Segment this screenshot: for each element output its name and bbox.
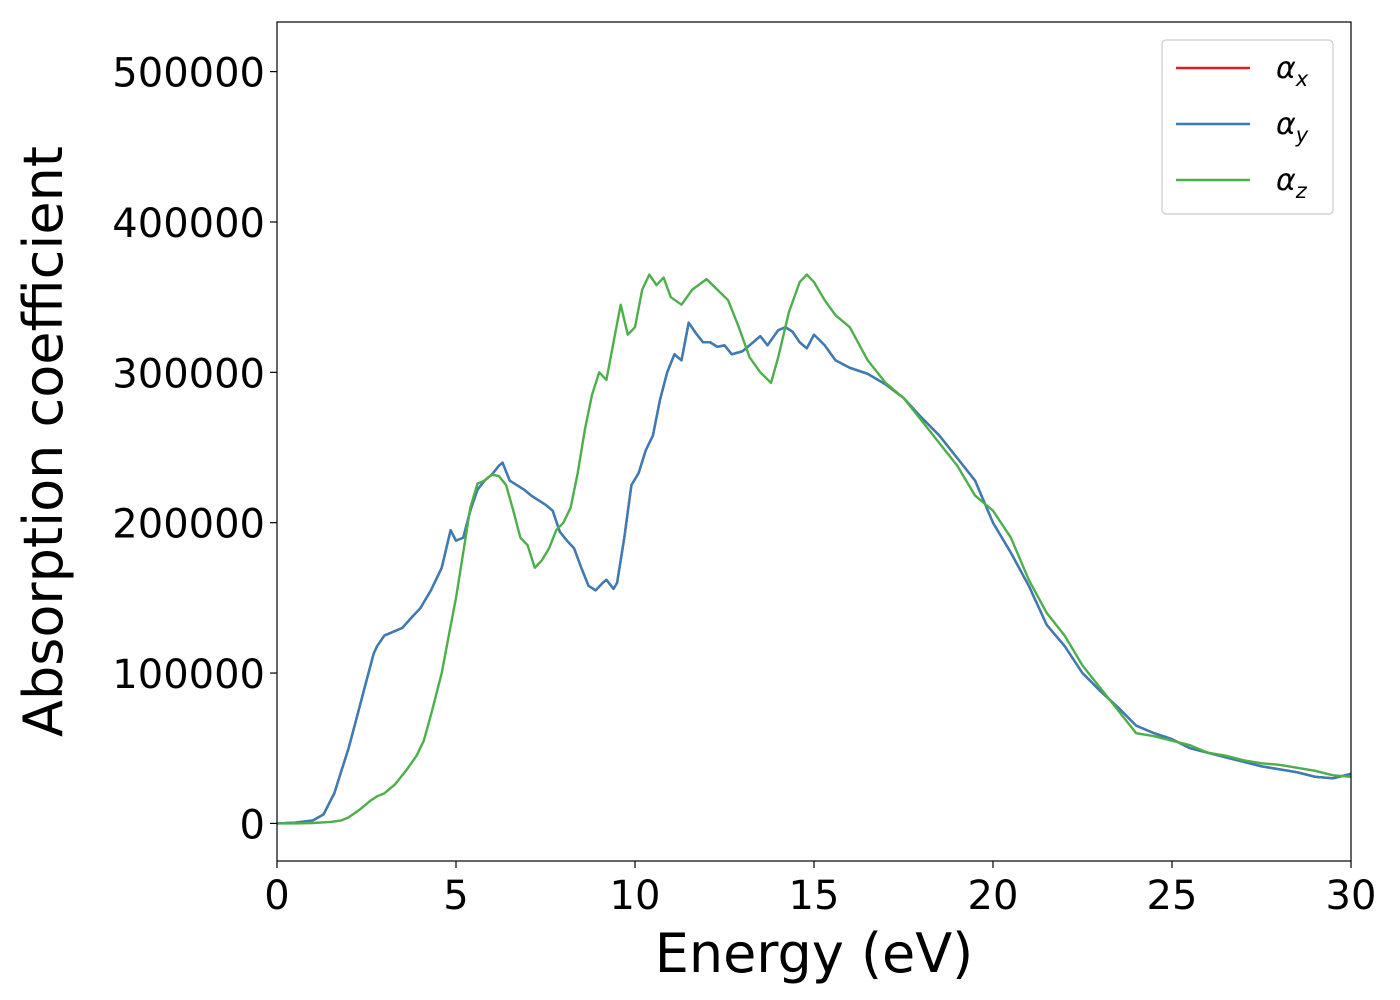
y-tick-label: 500000 bbox=[112, 51, 265, 97]
y-axis-ticks: 0 100000 200000 300000 400000 500000 bbox=[112, 51, 277, 848]
x-tick-label: 5 bbox=[443, 873, 468, 919]
y-tick-label: 200000 bbox=[112, 502, 265, 548]
y-tick-label: 0 bbox=[240, 802, 265, 848]
x-tick-label: 0 bbox=[264, 873, 289, 919]
x-tick-label: 30 bbox=[1326, 873, 1377, 919]
series-line-y bbox=[277, 321, 1351, 825]
x-tick-label: 20 bbox=[968, 873, 1019, 919]
y-tick-label: 400000 bbox=[112, 201, 265, 247]
y-tick-label: 300000 bbox=[112, 351, 265, 397]
legend-box bbox=[1161, 39, 1334, 215]
y-tick-label: 100000 bbox=[112, 652, 265, 698]
series-layer bbox=[277, 273, 1351, 825]
x-tick-label: 25 bbox=[1147, 873, 1198, 919]
x-tick-label: 10 bbox=[610, 873, 661, 919]
x-tick-label: 15 bbox=[789, 873, 840, 919]
x-axis-title: Energy (eV) bbox=[655, 922, 974, 985]
series-line-z bbox=[277, 273, 1351, 825]
y-axis-title: Absorption coefficient bbox=[12, 146, 75, 737]
x-axis-ticks: 0 5 10 15 20 25 30 bbox=[264, 861, 1376, 919]
